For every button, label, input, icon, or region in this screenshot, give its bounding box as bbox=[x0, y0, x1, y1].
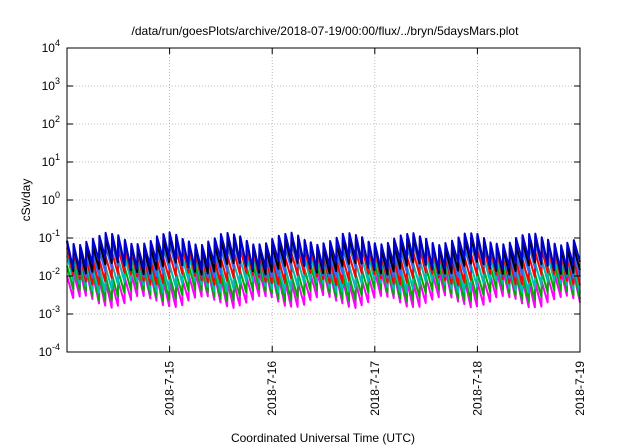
y-tick-label: 101 bbox=[42, 152, 60, 169]
chart-title: /data/run/goesPlots/archive/2018-07-19/0… bbox=[132, 24, 520, 38]
y-tick-label: 103 bbox=[42, 76, 60, 93]
series-line bbox=[66, 231, 581, 272]
x-tick-label: 2018-7-19 bbox=[573, 361, 587, 416]
x-tick-label: 2018-7-17 bbox=[368, 361, 382, 416]
series-layer bbox=[66, 231, 581, 309]
y-tick-label: 102 bbox=[42, 114, 60, 131]
x-axis: 2018-7-15 2018-7-16 2018-7-17 2018-7-18 2018… bbox=[163, 48, 587, 416]
y-tick-label: 104 bbox=[42, 38, 60, 55]
y-tick-label: 100 bbox=[42, 190, 60, 207]
y-axis: 10-4 10-3 10-2 10-1 100 101 102 103 104 bbox=[39, 38, 580, 359]
y-axis-label: cSv/day bbox=[19, 179, 33, 222]
y-tick-label: 10-3 bbox=[39, 304, 60, 321]
x-axis-label: Coordinated Universal Time (UTC) bbox=[231, 431, 415, 445]
x-tick-label: 2018-7-15 bbox=[163, 361, 177, 416]
x-tick-label: 2018-7-16 bbox=[265, 361, 279, 416]
plot-frame bbox=[66, 47, 581, 353]
y-tick-label: 10-1 bbox=[39, 228, 60, 245]
x-tick-label: 2018-7-18 bbox=[470, 361, 484, 416]
y-tick-label: 10-4 bbox=[39, 342, 60, 359]
grid bbox=[67, 48, 580, 352]
y-tick-label: 10-2 bbox=[39, 266, 60, 283]
